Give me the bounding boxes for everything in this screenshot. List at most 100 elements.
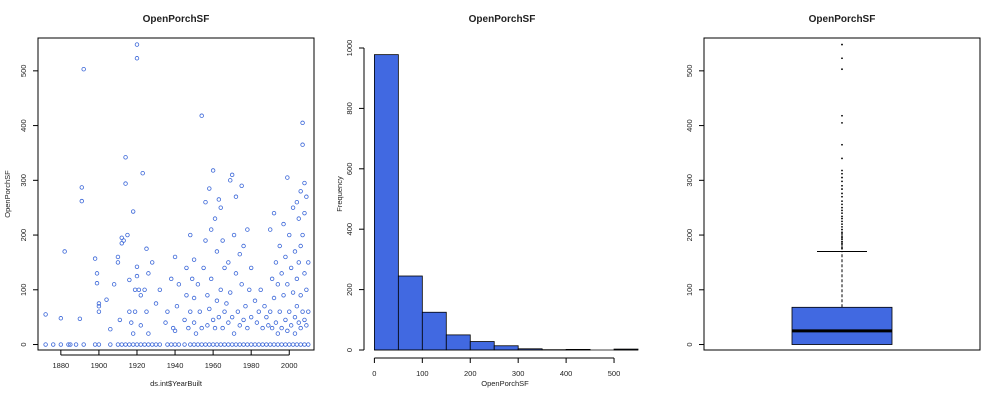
data-point	[284, 255, 288, 259]
outlier-point	[841, 115, 843, 117]
data-point	[93, 343, 97, 347]
data-point	[145, 247, 149, 251]
data-point	[261, 343, 265, 347]
data-point	[238, 252, 242, 256]
data-point	[209, 228, 213, 232]
data-point	[137, 288, 141, 292]
outlier-point	[841, 239, 843, 241]
data-point	[270, 277, 274, 281]
data-point	[305, 288, 309, 292]
data-point	[204, 343, 208, 347]
data-point	[217, 315, 221, 319]
data-point	[133, 310, 137, 314]
y-tick-label: 600	[345, 163, 354, 176]
data-point	[230, 173, 234, 177]
data-point	[293, 315, 297, 319]
data-point	[234, 343, 238, 347]
data-point	[289, 324, 293, 328]
data-point	[272, 296, 276, 300]
data-point	[303, 343, 307, 347]
data-point	[187, 326, 191, 330]
data-point	[246, 343, 250, 347]
outlier-point	[841, 158, 843, 160]
data-point	[188, 310, 192, 314]
outlier-point	[841, 212, 843, 214]
data-point	[246, 228, 250, 232]
outlier-point	[841, 229, 843, 231]
data-point	[209, 277, 213, 281]
outlier-point	[841, 248, 843, 250]
outlier-point	[841, 68, 843, 70]
data-point	[301, 121, 305, 125]
data-point	[82, 343, 86, 347]
data-point	[128, 343, 132, 347]
data-point	[135, 56, 139, 60]
box-iqr	[792, 307, 892, 344]
data-point	[208, 187, 212, 191]
data-point	[122, 239, 126, 243]
data-point	[287, 310, 291, 314]
data-point	[59, 343, 63, 347]
outlier-point	[841, 237, 843, 239]
data-point	[225, 302, 229, 306]
data-point	[306, 343, 310, 347]
data-point	[249, 266, 253, 270]
histogram-bar	[398, 276, 422, 350]
data-point	[278, 310, 282, 314]
data-point	[249, 343, 253, 347]
x-axis-label: ds.int$YearBuilt	[150, 379, 203, 388]
data-point	[183, 318, 187, 322]
data-point	[82, 67, 86, 71]
data-point	[147, 332, 151, 336]
data-point	[276, 283, 280, 287]
x-tick-label: 1960	[205, 361, 222, 370]
y-tick-label: 1000	[345, 40, 354, 57]
data-point	[227, 343, 231, 347]
y-tick-label: 300	[685, 174, 694, 187]
data-point	[238, 343, 242, 347]
data-point	[131, 332, 135, 336]
data-point	[112, 283, 116, 287]
data-point	[297, 321, 301, 325]
data-point	[286, 329, 290, 333]
y-tick-label: 500	[19, 65, 28, 78]
data-point	[240, 283, 244, 287]
data-point	[158, 343, 162, 347]
data-point	[129, 321, 133, 325]
data-point	[282, 293, 286, 297]
data-point	[249, 315, 253, 319]
x-tick-label: 0	[372, 369, 376, 378]
data-point	[131, 210, 135, 214]
data-point	[284, 343, 288, 347]
data-point	[139, 343, 143, 347]
data-point	[257, 310, 261, 314]
data-point	[223, 343, 227, 347]
x-tick-label: 1880	[52, 361, 69, 370]
data-point	[236, 310, 240, 314]
data-point	[287, 343, 291, 347]
data-point	[259, 288, 263, 292]
data-point	[276, 332, 280, 336]
outlier-point	[841, 177, 843, 179]
data-point	[78, 317, 82, 321]
data-point	[133, 288, 137, 292]
data-point	[221, 239, 225, 243]
outlier-point	[841, 44, 843, 46]
outlier-point	[841, 200, 843, 202]
y-tick-label: 400	[19, 119, 28, 132]
data-point	[80, 186, 84, 190]
data-point	[192, 296, 196, 300]
data-point	[244, 304, 248, 308]
data-point	[154, 302, 158, 306]
outlier-point	[841, 188, 843, 190]
outlier-point	[841, 223, 843, 225]
data-point	[97, 310, 101, 314]
data-point	[242, 318, 246, 322]
data-point	[192, 321, 196, 325]
data-point	[293, 332, 297, 336]
data-point	[246, 326, 250, 330]
data-point	[223, 310, 227, 314]
y-tick-label: 100	[19, 284, 28, 297]
y-tick-label: 500	[685, 65, 694, 78]
